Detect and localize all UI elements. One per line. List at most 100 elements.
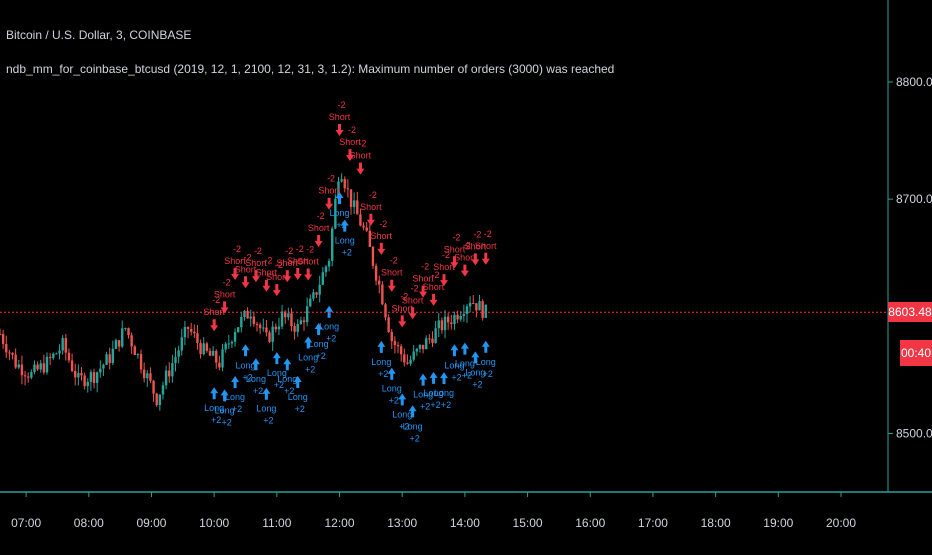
short-qty: -2: [390, 256, 398, 266]
long-label: Long: [371, 357, 391, 367]
short-signal: Short-2: [277, 246, 299, 283]
candle: [196, 324, 199, 350]
short-qty: -2: [369, 190, 377, 200]
candle: [262, 318, 265, 332]
candle: [5, 335, 8, 359]
short-label: Short: [214, 289, 236, 299]
short-label: Short: [297, 256, 319, 266]
long-arrow-icon: [304, 336, 313, 349]
short-qty: -2: [275, 260, 283, 270]
candle: [133, 344, 136, 356]
time-tick-label: 20:00: [826, 516, 856, 530]
candle: [374, 263, 378, 286]
candle: [412, 345, 415, 362]
long-signal: Long+2: [267, 352, 287, 390]
candle: [180, 328, 183, 356]
short-arrow-icon: [429, 293, 438, 306]
short-label: Short: [329, 112, 351, 122]
candle: [305, 297, 309, 327]
candle: [240, 312, 243, 333]
long-signal: Long+2: [465, 351, 485, 389]
candle: [64, 333, 68, 361]
short-signal: Short -2: [371, 219, 393, 255]
short-label: Short: [318, 186, 340, 196]
candle: [290, 308, 293, 332]
candle: [371, 245, 375, 269]
candle: [80, 367, 83, 381]
long-signal: Long+2: [277, 358, 297, 396]
candle: [20, 355, 24, 385]
candle: [8, 349, 11, 361]
short-signal: Short-2: [297, 244, 319, 281]
candle: [39, 360, 42, 373]
candle: [83, 372, 86, 390]
short-arrow-icon: [272, 284, 281, 297]
long-arrow-icon: [210, 387, 219, 400]
candle: [378, 275, 381, 294]
long-signal: Long +2: [476, 340, 496, 379]
long-qty: +2: [221, 417, 231, 427]
long-label: Long: [476, 357, 496, 367]
short-signal: Short-2: [287, 244, 309, 280]
short-qty: -2: [421, 262, 429, 272]
long-signal: Long+2: [424, 371, 444, 410]
short-signal: Short-2: [245, 246, 267, 283]
candle: [265, 319, 268, 337]
short-qty: -2: [223, 277, 231, 287]
short-arrow-icon: [460, 264, 469, 277]
time-tick-label: 14:00: [450, 516, 480, 530]
candle: [443, 310, 447, 339]
candle: [334, 194, 337, 230]
long-label: Long: [204, 403, 224, 413]
price-tick-label: 8700.00: [896, 192, 932, 206]
long-qty: +2: [274, 380, 284, 390]
short-label: Short: [412, 274, 434, 284]
long-qty: +2: [483, 369, 493, 379]
short-label: Short: [381, 268, 403, 278]
long-label: Long: [444, 360, 464, 370]
candle: [111, 340, 115, 366]
short-signal: Short -2: [381, 256, 403, 292]
candle: [174, 347, 177, 372]
short-signal: Short-2: [454, 241, 476, 277]
short-label: Short: [371, 231, 393, 241]
short-qty: -2: [442, 250, 450, 260]
time-axis: 07:00 08:00 09:00 10:00 11:00 12:00 13:00 14:00…: [11, 492, 856, 530]
long-signal: Long+2: [403, 405, 423, 443]
candle: [280, 304, 284, 330]
time-tick-label: 07:00: [11, 516, 41, 530]
long-label: Long: [335, 236, 355, 246]
candle: [161, 381, 165, 400]
short-qty: -2: [285, 246, 293, 256]
time-tick-label: 13:00: [387, 516, 417, 530]
candle: [205, 341, 209, 353]
candle: [346, 179, 350, 198]
short-arrow-icon: [251, 270, 260, 283]
long-arrow-icon: [335, 192, 344, 204]
long-arrow-icon: [450, 344, 459, 357]
candle: [114, 338, 118, 350]
short-label: Short: [444, 244, 466, 254]
long-qty: +2: [389, 396, 399, 406]
candle: [318, 275, 321, 303]
long-arrow-icon: [471, 351, 480, 364]
candle: [1, 329, 5, 349]
long-qty: +2: [399, 421, 409, 431]
short-signal: Short-2: [308, 211, 330, 248]
candle: [67, 348, 71, 363]
short-label: Short: [256, 268, 278, 278]
time-tick-label: 16:00: [575, 516, 605, 530]
candle: [230, 340, 234, 348]
time-tick-label: 19:00: [763, 516, 793, 530]
short-qty: -2: [379, 219, 387, 229]
candle: [233, 328, 237, 347]
short-qty: -2: [233, 244, 241, 254]
short-qty: -2: [243, 252, 251, 262]
candle: [183, 321, 187, 346]
candle: [406, 354, 409, 365]
short-arrow-icon: [220, 301, 229, 314]
long-qty: +2: [472, 379, 482, 389]
time-tick-label: 18:00: [701, 516, 731, 530]
